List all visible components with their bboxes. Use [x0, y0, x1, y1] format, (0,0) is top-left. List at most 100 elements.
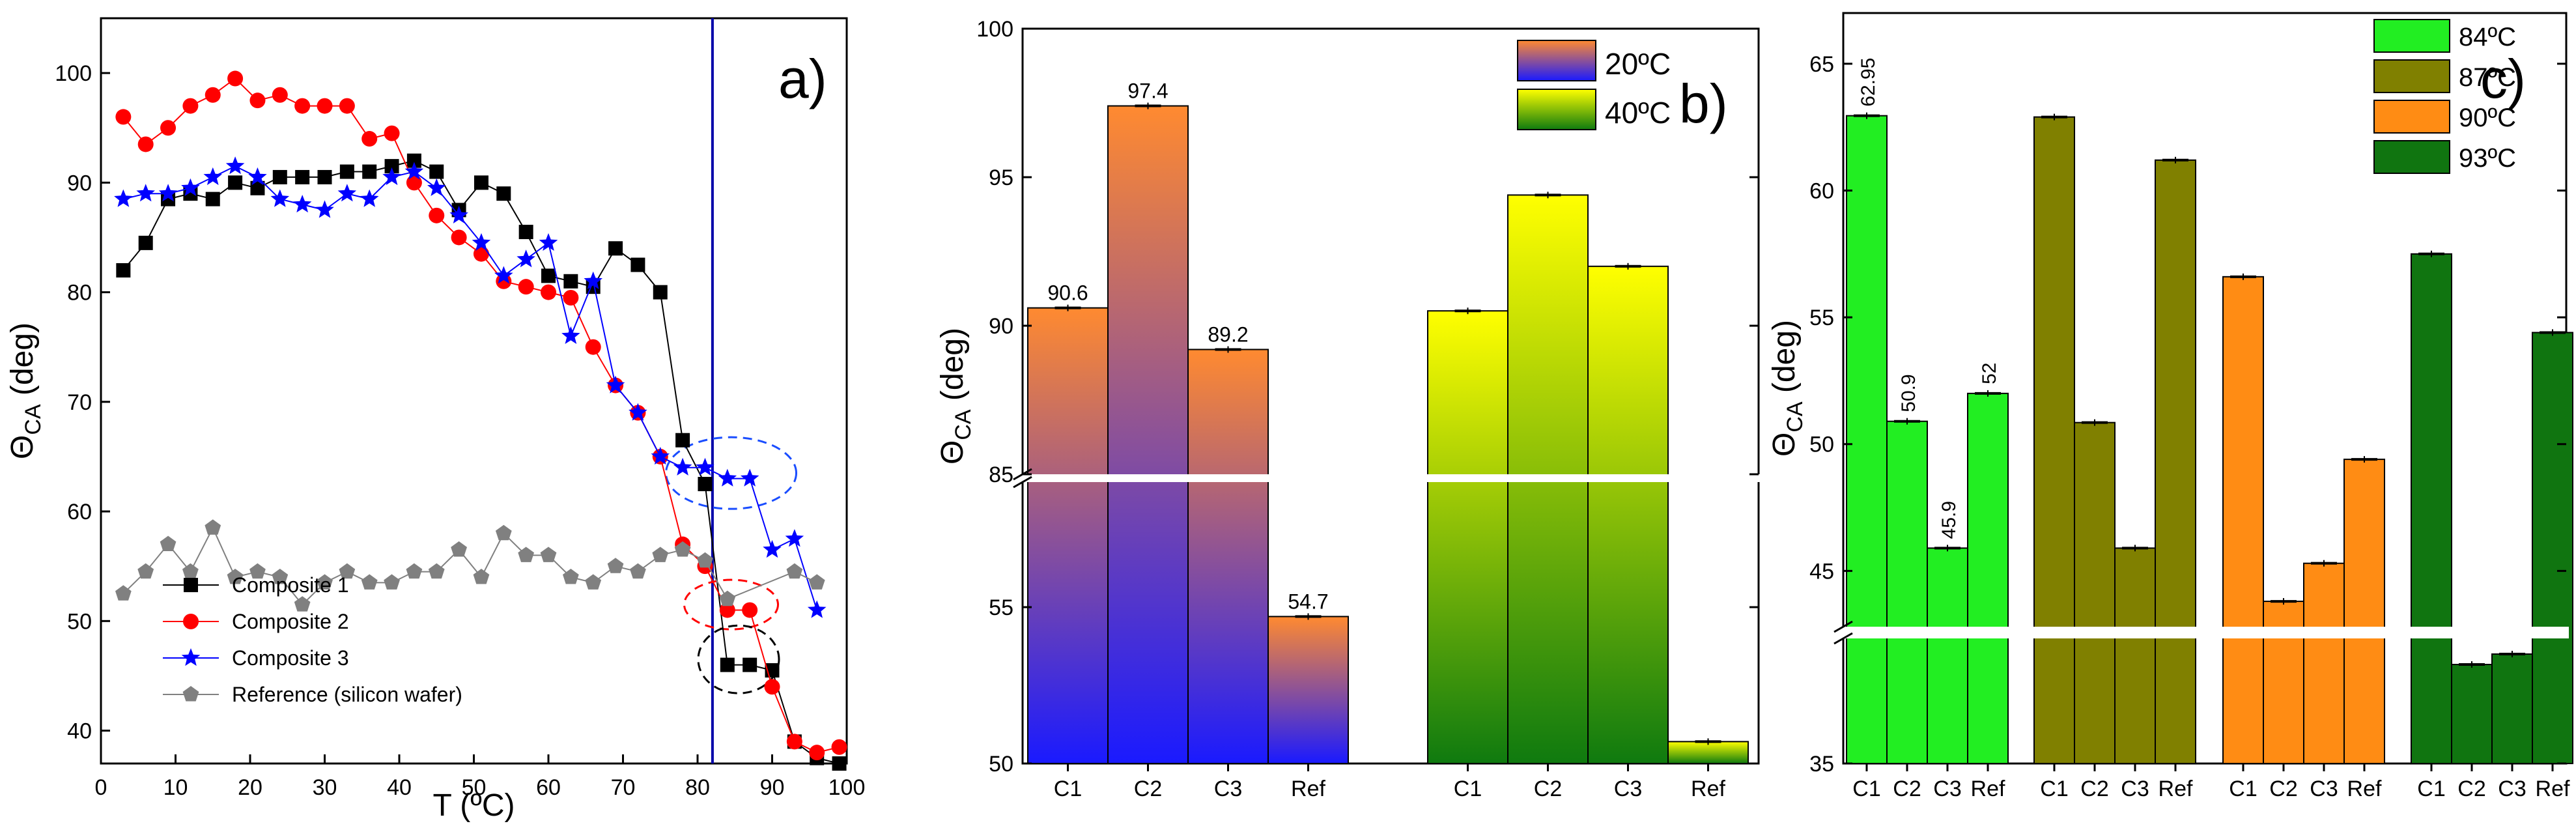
legend-label-0: 20ºC	[1605, 47, 1671, 81]
data-label: 62.95	[1858, 58, 1879, 107]
series-2-point	[539, 233, 558, 251]
legend-marker-3	[182, 686, 199, 702]
y-tick-label: 50	[67, 609, 92, 634]
x-category-label: C2	[2457, 777, 2485, 801]
panel-c-bar-chart: C1 62.95 C2 50.9 C3 45.9 Ref 52 C1 C2 C3 Ref C1 C2 C3 R…	[1767, 12, 2573, 801]
series-2-point	[629, 403, 647, 421]
plot-frame	[1021, 27, 1760, 765]
series-1-point	[831, 739, 847, 755]
series-1-point	[182, 98, 199, 114]
y-axis-title: ΘCA (deg)	[935, 328, 976, 464]
series-2-point	[517, 250, 535, 268]
series-0-point	[250, 180, 265, 195]
y-tick-label: 35	[1809, 752, 1834, 777]
series-2-point	[292, 195, 312, 213]
x-tick-label: 30	[313, 775, 337, 800]
legend-label-1: 87ºC	[2459, 63, 2516, 92]
y-tick-label: 40	[67, 719, 92, 744]
series-3-point	[406, 563, 423, 579]
y-axis-title: ΘCA (deg)	[5, 322, 46, 459]
legend-swatch-0	[1517, 40, 1596, 81]
legend-label-2: 90ºC	[2459, 104, 2516, 132]
legend-label-0: Composite 1	[232, 573, 349, 597]
series-1-point	[451, 229, 467, 246]
y-tick-label: 45	[1809, 559, 1834, 584]
x-tick-label: 70	[611, 775, 636, 800]
x-tick-label: 90	[760, 775, 785, 800]
bar-2-0	[2222, 276, 2264, 765]
series-2-point	[718, 468, 737, 487]
x-tick-label: 20	[238, 775, 262, 800]
x-category-label: Ref	[1691, 777, 1725, 801]
x-tick-label: 80	[685, 775, 710, 800]
bar-0-2	[1187, 349, 1269, 764]
series-1-point	[339, 98, 355, 114]
legend-label-0: 84ºC	[2459, 23, 2516, 51]
bar-0-3	[1267, 616, 1349, 765]
data-label: 90.6	[1047, 281, 1088, 305]
x-category-label: C2	[1534, 777, 1562, 801]
data-label: 97.4	[1127, 79, 1168, 103]
legend-marker-0	[184, 578, 198, 592]
bar-0-1	[1886, 420, 1928, 764]
series-3-point	[339, 563, 356, 579]
bar-1-3	[1667, 741, 1749, 765]
series-2-point	[606, 375, 625, 393]
series-3-point	[317, 574, 333, 590]
series-2-point	[114, 189, 133, 207]
series-1-point	[764, 679, 780, 695]
legend-swatch-2	[2373, 100, 2450, 134]
series-2-point	[651, 446, 670, 465]
x-category-label: C3	[1614, 777, 1642, 801]
x-category-label: C2	[2080, 777, 2108, 801]
axis-break-mark	[1833, 632, 1853, 645]
axis-break-mark	[1013, 476, 1032, 489]
highlight-ellipse-red	[683, 578, 780, 631]
series-0-point	[339, 164, 354, 179]
y-tick-label: 50	[989, 752, 1013, 777]
x-category-label: C3	[1933, 777, 1961, 801]
y-tick-label: 100	[55, 61, 92, 86]
series-3-point	[518, 547, 534, 562]
bar-2-2	[2303, 562, 2345, 765]
data-label: 54.7	[1288, 590, 1328, 613]
series-0-point	[317, 169, 332, 184]
bar-0-1	[1107, 105, 1189, 764]
series-1-point	[160, 120, 177, 136]
bar-1-2	[2114, 547, 2156, 764]
series-0-point	[518, 225, 533, 240]
x-category-label: C2	[1134, 777, 1162, 801]
legend-swatch-1	[2373, 59, 2450, 93]
series-3-point	[563, 569, 579, 584]
bar-3-1	[2451, 664, 2493, 764]
x-tick-label: 10	[163, 775, 188, 800]
series-1-point	[518, 279, 534, 295]
series-2-point	[360, 189, 379, 207]
series-3-point	[674, 541, 691, 557]
x-category-label: Ref	[2347, 777, 2382, 801]
series-3-point	[272, 569, 289, 584]
series-3-point	[719, 590, 736, 607]
series-1-point	[429, 207, 445, 223]
y-tick-label: 60	[1809, 178, 1834, 203]
y-tick-label: 90	[67, 171, 92, 195]
x-category-label: C1	[2417, 777, 2445, 801]
series-1-point	[317, 98, 333, 114]
series-2-point	[763, 539, 782, 558]
series-0-point	[630, 257, 645, 272]
bar-1-1	[2074, 421, 2116, 764]
series-1-point	[115, 109, 132, 125]
series-2-point	[225, 156, 245, 175]
y-tick-label: 70	[67, 390, 92, 415]
bar-1-0	[1427, 310, 1508, 764]
series-2-point	[673, 457, 692, 476]
x-category-label: C1	[2040, 777, 2068, 801]
series-2-point	[404, 162, 424, 180]
legend-marker-2	[181, 648, 201, 666]
series-1-point	[809, 745, 825, 761]
legend-label-3: 93ºC	[2459, 144, 2516, 173]
bar-3-2	[2491, 653, 2533, 764]
axis-break-gap	[1841, 627, 2569, 638]
series-1-point	[541, 284, 556, 300]
